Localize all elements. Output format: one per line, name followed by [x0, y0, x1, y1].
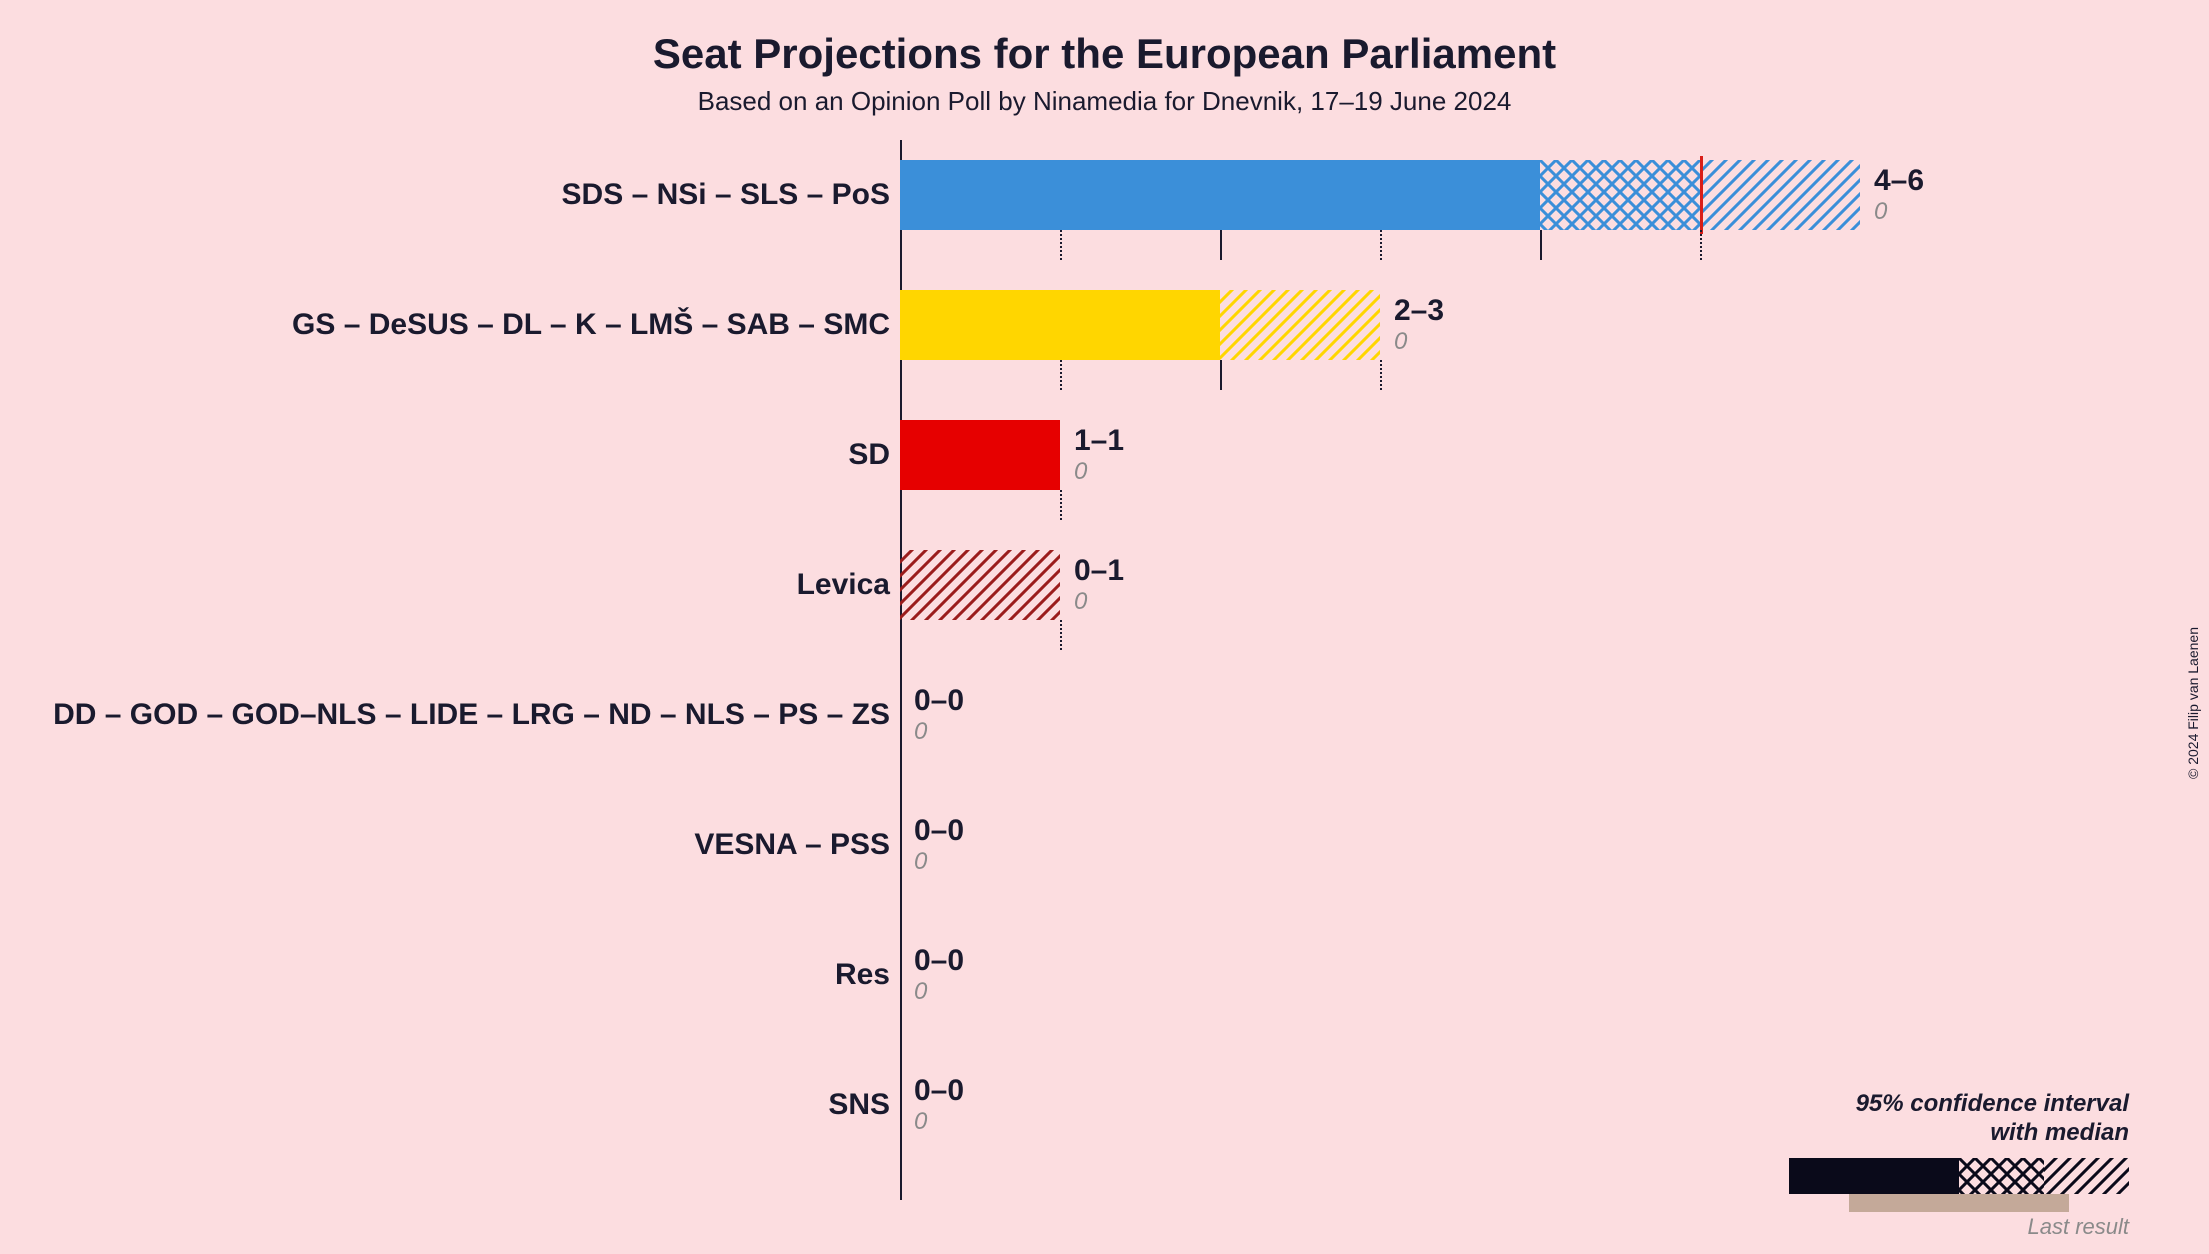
range-label: 0–1	[1074, 554, 1124, 588]
axis-tick-major	[1220, 360, 1222, 390]
range-label: 0–0	[914, 684, 964, 718]
party-row: VESNA – PSS 0–00	[0, 800, 2209, 890]
last-result-label: 0	[1394, 328, 1407, 356]
bar-diagonal	[1700, 160, 1860, 230]
chart-area: SDS – NSi – SLS – PoS4–60GS – DeSUS – DL…	[0, 140, 2209, 1200]
axis-tick-minor	[1700, 230, 1702, 260]
legend: 95% confidence interval with median Last…	[1789, 1090, 2129, 1194]
party-row: GS – DeSUS – DL – K – LMŠ – SAB – SMC 2–3…	[0, 280, 2209, 370]
legend-line2: with median	[1789, 1119, 2129, 1148]
party-label: Levica	[797, 568, 890, 602]
legend-line1: 95% confidence interval	[1789, 1090, 2129, 1119]
party-label: GS – DeSUS – DL – K – LMŠ – SAB – SMC	[292, 308, 890, 342]
party-label: SNS	[828, 1088, 890, 1122]
party-row: Levica 0–10	[0, 540, 2209, 630]
axis-tick-minor	[1060, 490, 1062, 520]
bar-solid	[900, 420, 1060, 490]
range-label: 0–0	[914, 1074, 964, 1108]
bar-solid	[900, 160, 1540, 230]
bar-solid	[900, 290, 1220, 360]
range-label: 4–6	[1874, 164, 1924, 198]
last-result-label: 0	[914, 848, 927, 876]
legend-last-result-bar	[1849, 1194, 2069, 1212]
bar-diagonal	[1220, 290, 1380, 360]
last-result-label: 0	[1874, 198, 1887, 226]
bar-diagonal	[900, 550, 1060, 620]
legend-solid-segment	[1789, 1158, 1959, 1194]
legend-last-result-label: Last result	[2028, 1214, 2130, 1240]
last-result-label: 0	[1074, 458, 1087, 486]
last-result-label: 0	[914, 978, 927, 1006]
legend-bar: Last result	[1789, 1158, 2129, 1194]
legend-crosshatch-segment	[1959, 1158, 2044, 1194]
bar-crosshatch	[1540, 160, 1700, 230]
median-marker	[1700, 156, 1703, 234]
copyright: © 2024 Filip van Laenen	[2185, 627, 2201, 779]
range-label: 0–0	[914, 814, 964, 848]
party-label: Res	[835, 958, 890, 992]
chart-subtitle: Based on an Opinion Poll by Ninamedia fo…	[0, 78, 2209, 117]
party-label: SDS – NSi – SLS – PoS	[562, 178, 890, 212]
axis-tick-minor	[1060, 360, 1062, 390]
legend-diagonal-segment	[2044, 1158, 2129, 1194]
axis-tick-minor	[1380, 360, 1382, 390]
axis-tick-minor	[1380, 230, 1382, 260]
party-row: SDS – NSi – SLS – PoS 4–60	[0, 150, 2209, 240]
axis-tick-minor	[1060, 230, 1062, 260]
party-row: Res 0–00	[0, 930, 2209, 1020]
chart-title: Seat Projections for the European Parlia…	[0, 0, 2209, 78]
party-label: VESNA – PSS	[694, 828, 890, 862]
axis-tick-major	[1540, 230, 1542, 260]
party-label: DD – GOD – GOD–NLS – LIDE – LRG – ND – N…	[53, 698, 890, 732]
range-label: 2–3	[1394, 294, 1444, 328]
party-row: SD 1–10	[0, 410, 2209, 500]
axis-tick-minor	[1060, 620, 1062, 650]
axis-tick-major	[1220, 230, 1222, 260]
party-label: SD	[848, 438, 890, 472]
last-result-label: 0	[914, 1108, 927, 1136]
range-label: 1–1	[1074, 424, 1124, 458]
last-result-label: 0	[914, 718, 927, 746]
party-row: DD – GOD – GOD–NLS – LIDE – LRG – ND – N…	[0, 670, 2209, 760]
range-label: 0–0	[914, 944, 964, 978]
last-result-label: 0	[1074, 588, 1087, 616]
